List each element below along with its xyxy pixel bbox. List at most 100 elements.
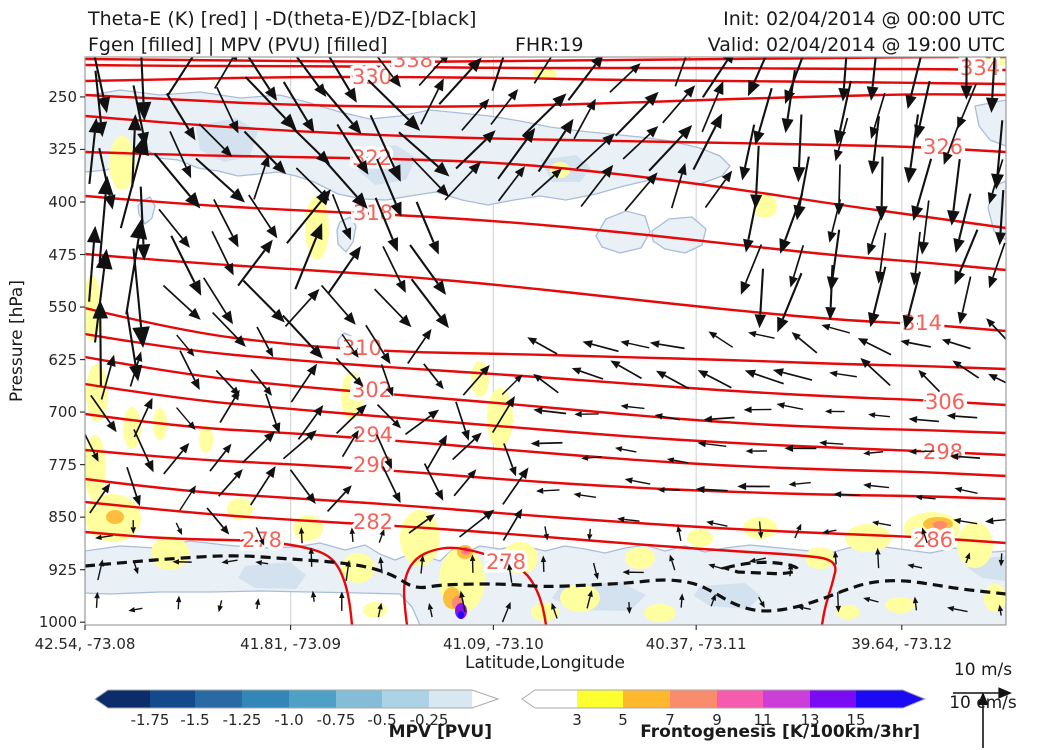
mpv-colorbar-tick: -1.25 — [222, 711, 262, 729]
fgen-patch — [293, 515, 323, 541]
y-tick-label: 850 — [48, 508, 77, 527]
mpv-colorbar-title: MPV [PVU] — [388, 722, 492, 742]
fgen-patch — [151, 536, 189, 570]
fgen-patch — [933, 521, 947, 529]
fgen-patch — [487, 388, 513, 448]
theta-e-contour — [85, 57, 1006, 63]
x-tick-label: 41.81, -73.09 — [240, 635, 342, 653]
mpv-colorbar-tick: -1.75 — [130, 711, 170, 729]
fgen-colorbar-tick: 9 — [712, 711, 722, 729]
theta-e-contour — [85, 306, 1006, 371]
theta-e-contour-label: 278 — [486, 550, 526, 574]
fgen-patch — [471, 361, 489, 397]
y-tick-label: 250 — [48, 87, 77, 106]
fgen-patch — [458, 611, 464, 619]
forecast-hour-label: FHR:19 — [515, 34, 584, 56]
theta-e-contour — [85, 75, 1006, 86]
fgen-colorbar-tick: 7 — [665, 711, 675, 729]
mpv-colorbar-tick: -0.5 — [367, 711, 397, 729]
fgen-patch — [845, 524, 891, 552]
mpv-region — [238, 562, 306, 589]
fgen-patch — [86, 364, 108, 422]
fgen-patch — [123, 407, 141, 449]
x-axis-label: Latitude,Longitude — [465, 653, 625, 673]
fgen-patch — [227, 498, 253, 520]
fgen-patch — [625, 547, 655, 569]
x-tick-label: 42.54, -73.08 — [34, 635, 136, 653]
y-tick-label: 325 — [48, 140, 77, 159]
fgen-colorbar-tick: 15 — [846, 711, 866, 729]
theta-e-contour — [85, 412, 1006, 478]
mpv-region — [651, 216, 707, 254]
x-tick-label: 40.37, -73.11 — [645, 635, 747, 653]
theta-e-contour — [85, 355, 1006, 435]
theta-e-contour-label: 310 — [342, 336, 382, 360]
y-tick-label: 625 — [48, 350, 77, 369]
fgen-patch — [109, 136, 135, 190]
y-tick-label: 1000 — [38, 613, 77, 632]
fgen-patch — [502, 542, 538, 574]
mpv-colorbar — [94, 689, 500, 709]
fgen-colorbar-tick: 5 — [618, 711, 628, 729]
plot-area: 338 3343303263223183143103063022982942902… — [85, 48, 1006, 625]
theta-e-contour-label: 306 — [925, 390, 965, 414]
mpv-region — [987, 180, 1006, 241]
y-tick-label: 700 — [48, 403, 77, 422]
wind-vector-field — [85, 57, 1006, 623]
theta-e-contour — [85, 63, 1006, 72]
reference-vectors — [953, 687, 1012, 748]
theta-e-contour — [85, 194, 1006, 272]
valid-time-label: Valid: 02/04/2014 @ 19:00 UTC — [707, 34, 1005, 56]
fgen-colorbar — [521, 689, 927, 709]
y-tick-label: 550 — [48, 298, 77, 317]
dthetaedz-dashed-contour — [719, 560, 799, 576]
y-tick-label: 775 — [48, 455, 77, 474]
mpv-colorbar-tick: -0.75 — [316, 711, 356, 729]
theta-e-contour — [85, 252, 1006, 333]
fgen-patch — [687, 529, 713, 547]
y-tick-label: 475 — [48, 245, 77, 264]
fgen-patch — [85, 435, 106, 501]
init-time-label: Init: 02/04/2014 @ 00:00 UTC — [723, 8, 1005, 30]
fgen-patch — [106, 510, 124, 524]
mpv-colorbar-tick: -0.25 — [409, 711, 449, 729]
x-tick-label: 39.64, -73.12 — [851, 635, 953, 653]
y-tick-label: 925 — [48, 560, 77, 579]
fgen-patch — [341, 553, 375, 583]
fgen-patch — [836, 605, 860, 619]
fgen-patch — [560, 584, 600, 612]
theta-e-contour-label: 326 — [923, 135, 963, 159]
theta-e-contour-label: 282 — [353, 510, 393, 534]
dthetaedz-dashed-contour — [85, 554, 1006, 613]
fgen-patch — [644, 604, 676, 622]
fgen-patch — [984, 584, 1006, 612]
fgen-colorbar-tick: 11 — [753, 711, 773, 729]
theta-e-contour-label: 294 — [353, 423, 393, 447]
mpv-region — [358, 145, 416, 185]
mpv-region — [974, 99, 1006, 147]
theta-e-contour — [85, 150, 1006, 230]
theta-e-contour-label: 298 — [923, 440, 963, 464]
theta-e-contour — [85, 477, 1006, 545]
fgen-patch — [363, 602, 387, 618]
theta-e-contour — [85, 382, 1006, 457]
plot-frame — [84, 56, 1007, 626]
theta-e-contour — [85, 530, 354, 625]
title-line1: Theta-E (K) [red] | -D(theta-E)/DZ-[blac… — [88, 8, 477, 30]
fgen-patch — [199, 425, 213, 453]
theta-e-contour — [85, 500, 837, 625]
fgen-colorbar-tick: 13 — [800, 711, 820, 729]
y-tick-label: 400 — [48, 192, 77, 211]
fgen-colorbar-title: Frontogenesis [K/100km/3hr] — [640, 722, 920, 742]
horizontal-ref-vector-label: 10 m/s — [953, 660, 1013, 680]
theta-e-contour — [85, 332, 1006, 407]
fgen-patch — [957, 522, 993, 568]
title-line2: Fgen [filled] | MPV (PVU) [filled] — [88, 34, 388, 56]
theta-e-contour-label: 334 — [960, 56, 1000, 80]
mpv-colorbar-tick: -1.0 — [274, 711, 304, 729]
theta-e-contour-label: 338 — [393, 48, 433, 72]
fgen-patch — [885, 597, 915, 613]
theta-e-contour-label: 286 — [913, 528, 953, 552]
